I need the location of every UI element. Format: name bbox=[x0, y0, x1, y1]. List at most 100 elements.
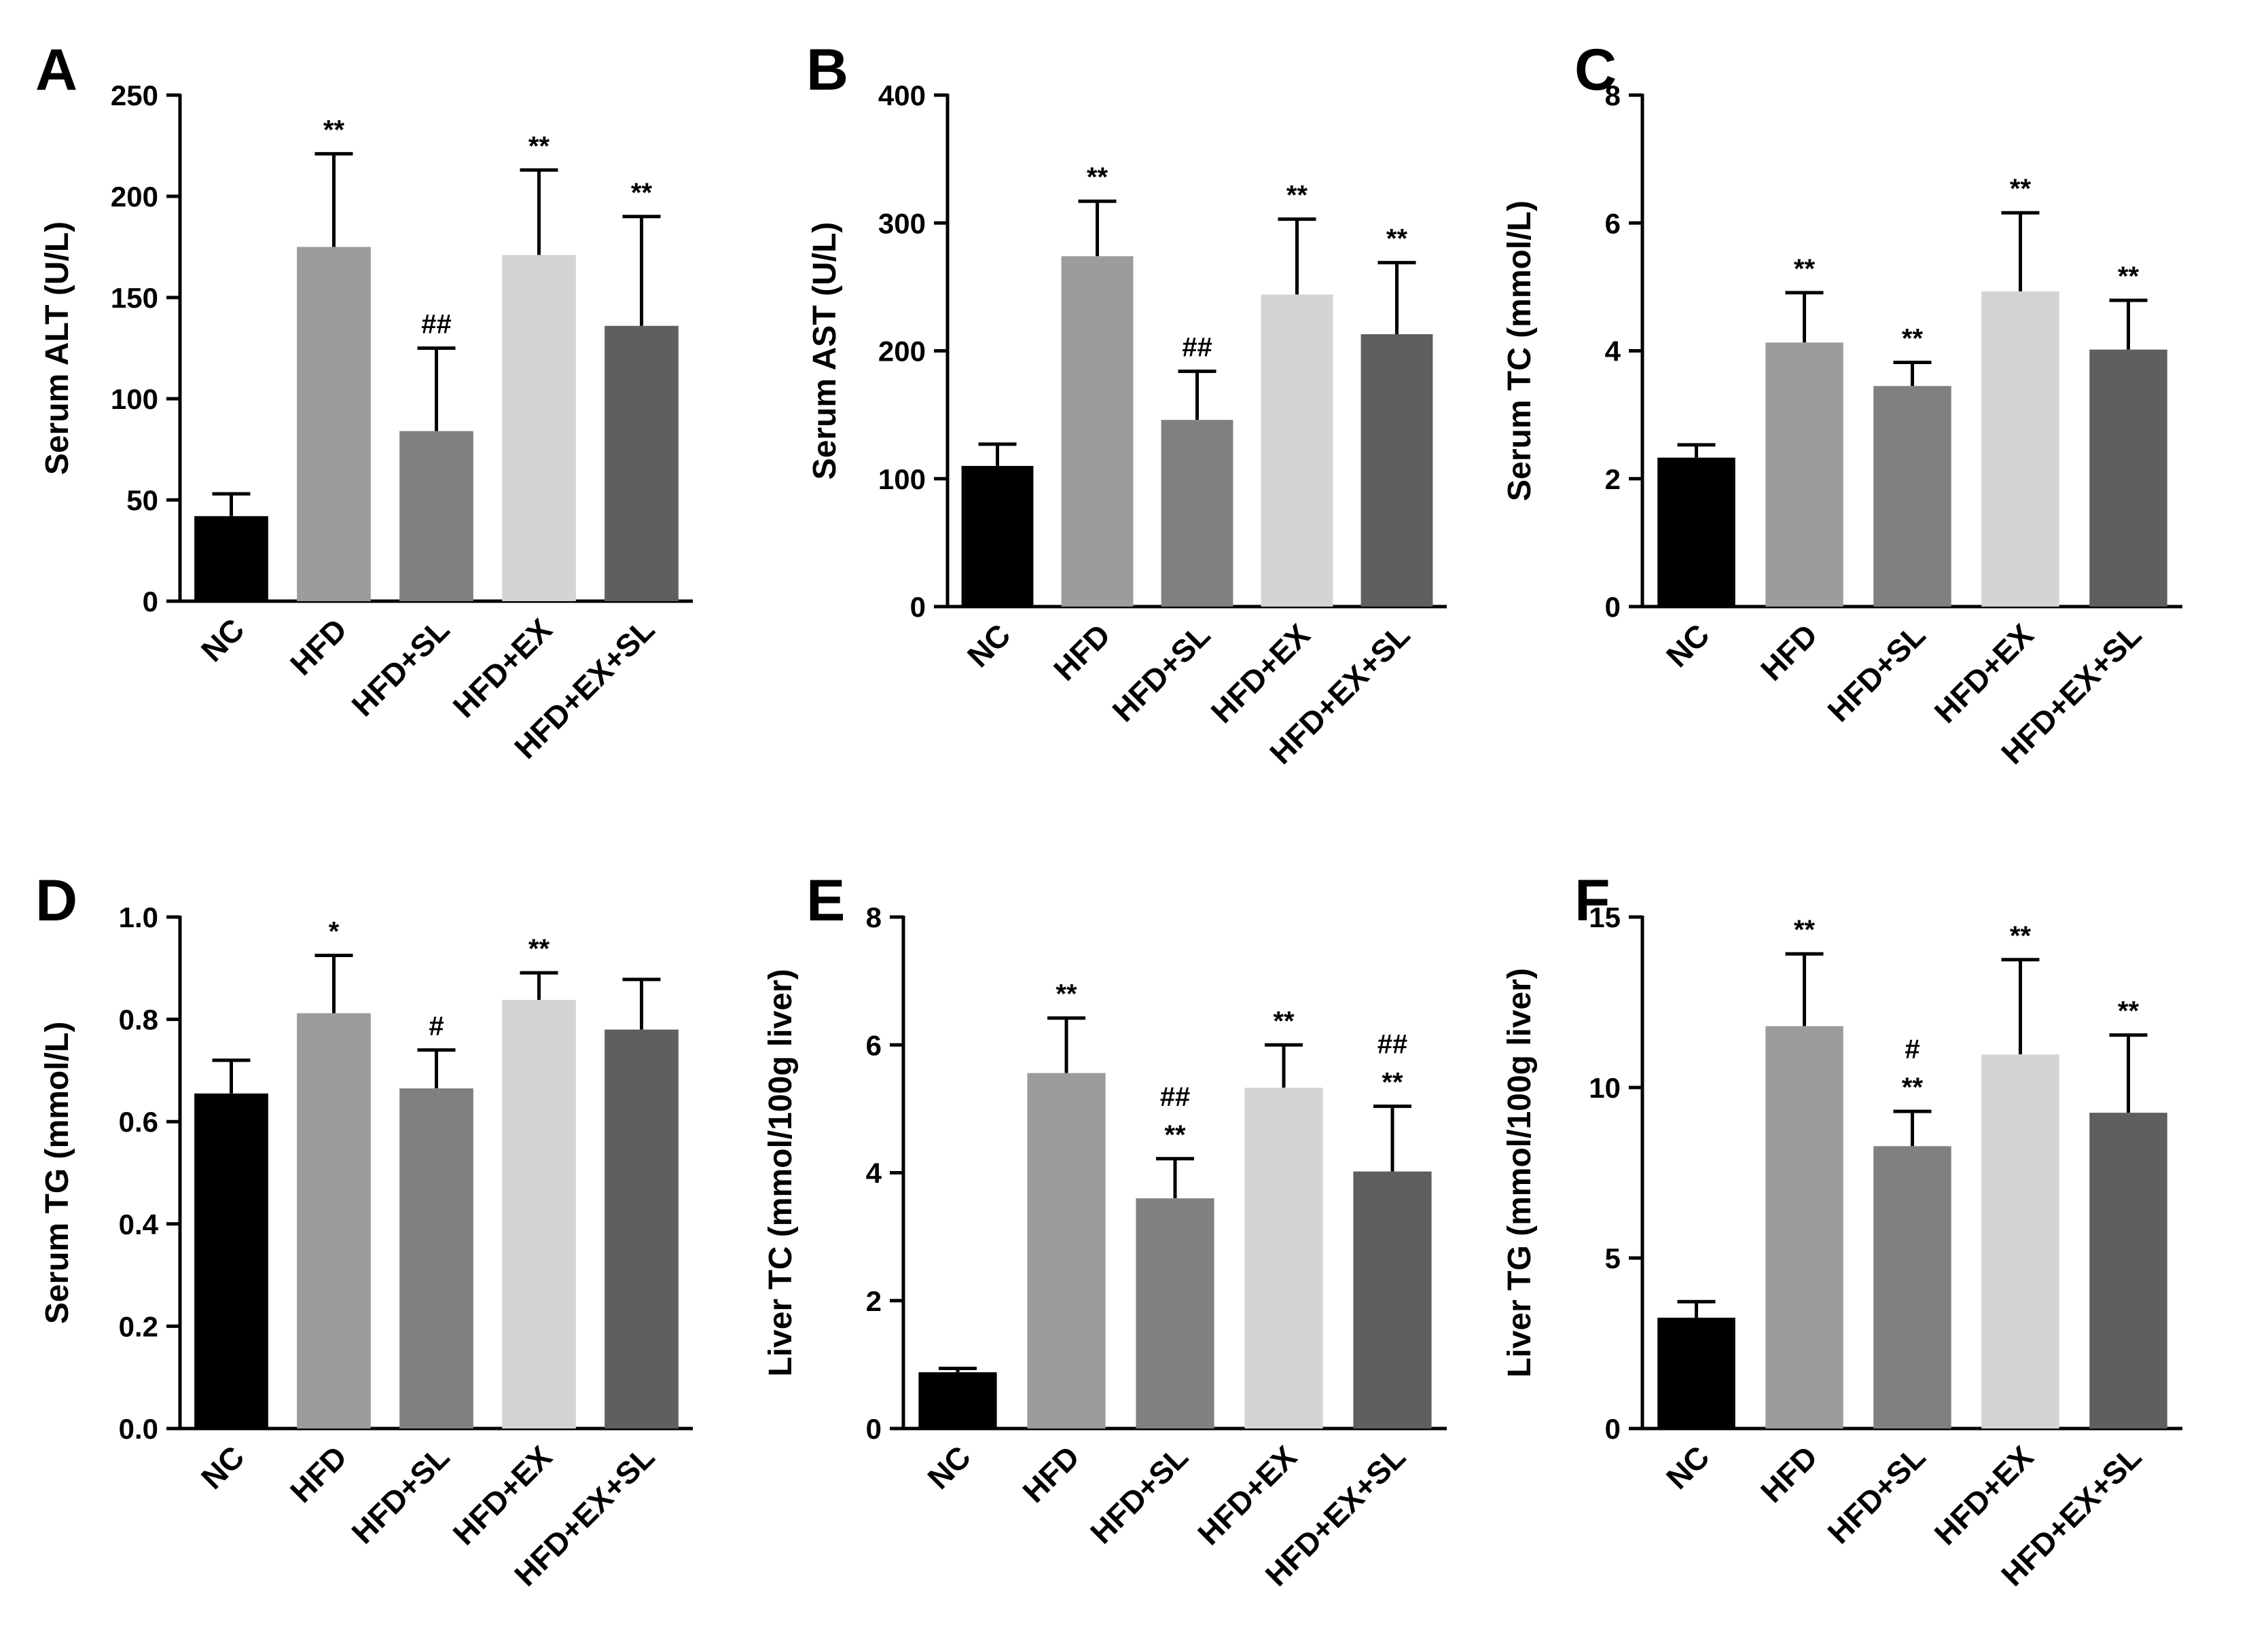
significance-label: ## bbox=[1160, 1082, 1191, 1112]
significance-label: ** bbox=[1902, 323, 1924, 353]
y-tick-label: 200 bbox=[111, 181, 158, 213]
bar-hfd-ex-sl bbox=[2089, 1113, 2167, 1429]
bar-hfd-ex bbox=[502, 999, 576, 1429]
panel-letter: F bbox=[1574, 868, 1610, 933]
significance-label: ** bbox=[631, 178, 653, 208]
bar-hfd-sl bbox=[1136, 1198, 1214, 1429]
significance-label: ** bbox=[2118, 262, 2140, 291]
bar-hfd-sl bbox=[1873, 1146, 1951, 1429]
significance-label: ** bbox=[1273, 1006, 1295, 1036]
x-tick-label: HFD bbox=[1754, 617, 1824, 687]
x-tick-label: HFD+SL bbox=[1820, 1439, 1932, 1550]
x-tick-label: HFD+EX bbox=[1191, 1439, 1303, 1551]
significance-label: ## bbox=[421, 310, 452, 340]
bar-hfd-ex-sl bbox=[605, 1029, 679, 1429]
significance-label: * bbox=[329, 916, 340, 946]
significance-label: # bbox=[429, 1011, 444, 1041]
bar-hfd-ex-sl bbox=[605, 325, 679, 601]
y-tick-label: 2 bbox=[866, 1285, 882, 1317]
x-tick-label: NC bbox=[920, 1439, 977, 1496]
panel-letter: C bbox=[1574, 37, 1617, 103]
y-tick-label: 400 bbox=[878, 79, 926, 111]
bar-nc bbox=[194, 1093, 268, 1429]
panel-letter: B bbox=[806, 37, 848, 103]
y-tick-label: 250 bbox=[111, 79, 158, 111]
bar-hfd-ex bbox=[1244, 1088, 1323, 1429]
significance-label: ** bbox=[323, 115, 345, 145]
bar-nc bbox=[1657, 457, 1735, 607]
y-tick-label: 8 bbox=[1605, 79, 1621, 111]
significance-label: ** bbox=[1902, 1073, 1924, 1102]
y-tick-label: 1.0 bbox=[119, 901, 158, 933]
y-tick-label: 0.4 bbox=[119, 1208, 159, 1240]
bar-hfd-ex bbox=[502, 255, 576, 601]
bar-nc bbox=[918, 1372, 997, 1429]
y-axis-title: Serum ALT (U/L) bbox=[39, 221, 75, 475]
x-tick-label: NC bbox=[1659, 617, 1716, 674]
y-tick-label: 50 bbox=[126, 484, 158, 516]
significance-label: ** bbox=[2010, 921, 2032, 951]
bar-hfd bbox=[1027, 1073, 1106, 1429]
y-tick-label: 6 bbox=[866, 1029, 882, 1061]
bar-hfd bbox=[1765, 1026, 1843, 1429]
y-tick-label: 0.8 bbox=[119, 1004, 158, 1036]
y-axis-title: Liver TC (mmol/100g liver) bbox=[763, 969, 799, 1376]
y-tick-label: 4 bbox=[866, 1157, 882, 1189]
bar-hfd-ex-sl bbox=[1353, 1171, 1432, 1429]
bar-hfd bbox=[1765, 342, 1843, 607]
bar-hfd-sl bbox=[1873, 386, 1951, 607]
significance-label: ** bbox=[1056, 980, 1077, 1009]
x-tick-label: HFD+SL bbox=[1820, 617, 1932, 728]
panel-e: E 0 2 4 6 8 Liver TC (mmol/100g liver) NC ** HFD #… bbox=[763, 868, 1447, 1593]
y-tick-label: 150 bbox=[111, 282, 158, 314]
significance-label: ** bbox=[2010, 174, 2032, 204]
panel-letter: E bbox=[806, 868, 845, 933]
significance-label: ** bbox=[1164, 1120, 1186, 1150]
x-tick-label: NC bbox=[1659, 1439, 1716, 1496]
y-tick-label: 0.0 bbox=[119, 1413, 158, 1445]
panel-b: B 0 100 200 300 400 Serum AST (U/L) NC ** HFD ## HF… bbox=[806, 37, 1447, 771]
y-axis-title: Serum TG (mmol/L) bbox=[39, 1022, 75, 1324]
y-axis-title: Serum AST (U/L) bbox=[807, 222, 843, 480]
panel-a: A 0 50 100 150 200 250 Serum ALT (U/L) NC ** HFD ##… bbox=[35, 37, 693, 766]
y-tick-label: 8 bbox=[866, 901, 882, 933]
x-tick-label: HFD+EX bbox=[1928, 617, 2040, 730]
y-tick-label: 100 bbox=[878, 463, 926, 495]
y-tick-label: 10 bbox=[1589, 1072, 1621, 1104]
bar-hfd-ex-sl bbox=[1360, 334, 1433, 607]
significance-label: ## bbox=[1182, 333, 1212, 363]
significance-label: ** bbox=[1382, 1068, 1403, 1098]
significance-label: ** bbox=[528, 934, 550, 964]
y-tick-label: 0.6 bbox=[119, 1106, 158, 1138]
y-tick-label: 4 bbox=[1605, 336, 1621, 367]
bar-hfd-ex-sl bbox=[2089, 349, 2167, 607]
x-tick-label: HFD bbox=[283, 1439, 354, 1509]
y-tick-label: 0 bbox=[866, 1413, 882, 1445]
y-tick-label: 300 bbox=[878, 207, 926, 239]
significance-label: ** bbox=[1286, 181, 1308, 211]
bar-hfd-ex bbox=[1261, 294, 1333, 607]
bar-nc bbox=[1657, 1317, 1735, 1429]
x-tick-label: HFD+SL bbox=[344, 611, 456, 723]
bar-hfd bbox=[1061, 256, 1134, 607]
y-tick-label: 100 bbox=[111, 383, 158, 415]
bar-hfd bbox=[297, 1013, 371, 1429]
significance-label: ** bbox=[1794, 254, 1816, 284]
bar-hfd-sl bbox=[399, 431, 473, 601]
y-tick-label: 2 bbox=[1605, 463, 1621, 495]
panel-letter: D bbox=[35, 868, 77, 933]
y-tick-label: 0 bbox=[910, 591, 926, 623]
x-tick-label: NC bbox=[960, 617, 1017, 674]
significance-label: ** bbox=[1794, 915, 1816, 945]
significance-label: ## bbox=[1377, 1030, 1408, 1060]
panel-c: C 0 2 4 6 8 Serum TC (mmol/L) NC ** HFD ** HFD+SL **… bbox=[1502, 37, 2182, 771]
bar-nc bbox=[194, 516, 268, 601]
x-tick-label: HFD+SL bbox=[1083, 1439, 1195, 1550]
x-tick-label: NC bbox=[194, 1439, 251, 1496]
panel-f: F 0 5 10 15 Liver TG (mmol/100g liver) NC ** HFD… bbox=[1502, 868, 2182, 1593]
bar-hfd-sl bbox=[399, 1088, 473, 1429]
bar-hfd-ex bbox=[1981, 1054, 2059, 1429]
x-tick-label: HFD+SL bbox=[344, 1439, 456, 1550]
